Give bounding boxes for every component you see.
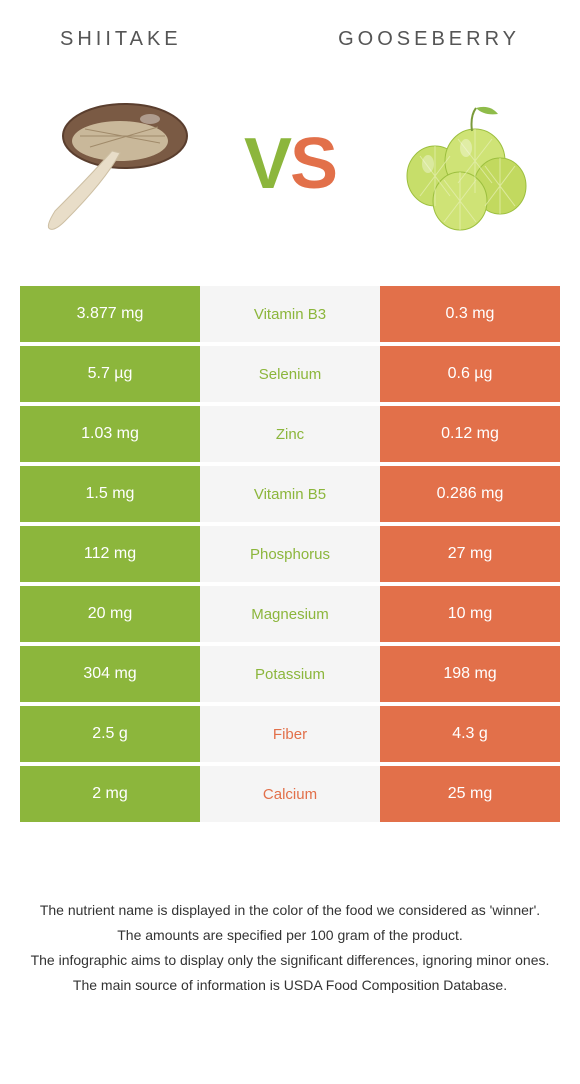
right-value: 0.12 mg bbox=[380, 406, 560, 462]
nutrient-name: Selenium bbox=[200, 346, 380, 402]
footer-line: The main source of information is USDA F… bbox=[22, 975, 558, 996]
table-row: 1.03 mgZinc0.12 mg bbox=[20, 406, 560, 462]
left-value: 112 mg bbox=[20, 526, 200, 582]
footer-line: The nutrient name is displayed in the co… bbox=[22, 900, 558, 921]
vs-v: V bbox=[244, 124, 290, 204]
right-value: 0.286 mg bbox=[380, 466, 560, 522]
nutrient-name: Magnesium bbox=[200, 586, 380, 642]
left-value: 304 mg bbox=[20, 646, 200, 702]
left-value: 2.5 g bbox=[20, 706, 200, 762]
left-value: 20 mg bbox=[20, 586, 200, 642]
vs-label: VS bbox=[244, 128, 336, 200]
right-value: 10 mg bbox=[380, 586, 560, 642]
left-value: 3.877 mg bbox=[20, 286, 200, 342]
nutrient-name: Vitamin B5 bbox=[200, 466, 380, 522]
left-value: 2 mg bbox=[20, 766, 200, 822]
nutrient-name: Vitamin B3 bbox=[200, 286, 380, 342]
footer-line: The infographic aims to display only the… bbox=[22, 950, 558, 971]
right-value: 4.3 g bbox=[380, 706, 560, 762]
gooseberry-image bbox=[380, 86, 540, 241]
left-value: 5.7 µg bbox=[20, 346, 200, 402]
table-row: 20 mgMagnesium10 mg bbox=[20, 586, 560, 642]
nutrient-name: Fiber bbox=[200, 706, 380, 762]
vs-s: S bbox=[290, 124, 336, 204]
nutrient-name: Zinc bbox=[200, 406, 380, 462]
table-row: 2.5 gFiber4.3 g bbox=[20, 706, 560, 762]
footer-notes: The nutrient name is displayed in the co… bbox=[0, 900, 580, 1000]
left-food-title: SHIITAKE bbox=[60, 28, 182, 51]
nutrient-table: 3.877 mgVitamin B30.3 mg5.7 µgSelenium0.… bbox=[20, 286, 560, 822]
right-food-title: GOOSEBERRY bbox=[338, 28, 520, 51]
table-row: 1.5 mgVitamin B50.286 mg bbox=[20, 466, 560, 522]
table-row: 112 mgPhosphorus27 mg bbox=[20, 526, 560, 582]
right-value: 198 mg bbox=[380, 646, 560, 702]
right-value: 0.6 µg bbox=[380, 346, 560, 402]
nutrient-name: Calcium bbox=[200, 766, 380, 822]
table-row: 5.7 µgSelenium0.6 µg bbox=[20, 346, 560, 402]
left-value: 1.03 mg bbox=[20, 406, 200, 462]
right-value: 27 mg bbox=[380, 526, 560, 582]
nutrient-name: Potassium bbox=[200, 646, 380, 702]
table-row: 2 mgCalcium25 mg bbox=[20, 766, 560, 822]
footer-line: The amounts are specified per 100 gram o… bbox=[22, 925, 558, 946]
shiitake-image bbox=[20, 81, 200, 246]
table-row: 3.877 mgVitamin B30.3 mg bbox=[20, 286, 560, 342]
left-value: 1.5 mg bbox=[20, 466, 200, 522]
right-value: 0.3 mg bbox=[380, 286, 560, 342]
table-row: 304 mgPotassium198 mg bbox=[20, 646, 560, 702]
nutrient-name: Phosphorus bbox=[200, 526, 380, 582]
right-value: 25 mg bbox=[380, 766, 560, 822]
